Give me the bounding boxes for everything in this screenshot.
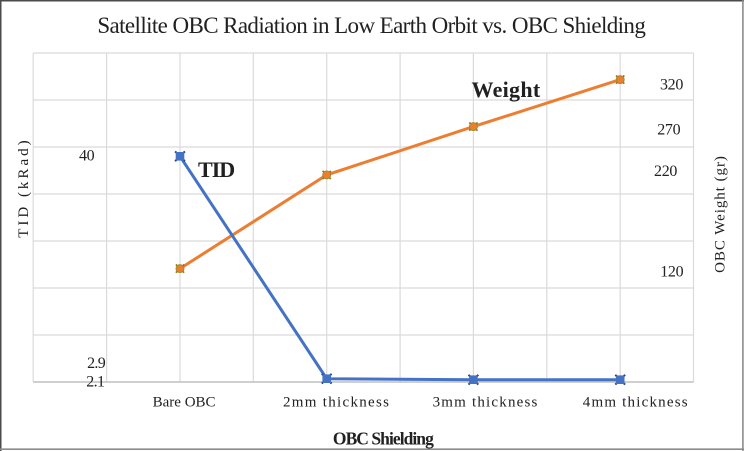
svg-text:40: 40 — [79, 148, 95, 165]
svg-text:120: 120 — [660, 264, 683, 281]
svg-text:OBC Shielding: OBC Shielding — [333, 429, 434, 449]
svg-text:Satellite OBC Radiation in Low: Satellite OBC Radiation in Low Earth Orb… — [97, 13, 646, 38]
svg-text:OBC Weight (gr): OBC Weight (gr) — [713, 155, 729, 273]
svg-text:4mm thickness: 4mm thickness — [583, 394, 689, 410]
svg-text:2.9: 2.9 — [87, 355, 106, 372]
svg-text:3mm thickness: 3mm thickness — [433, 394, 539, 410]
svg-text:220: 220 — [654, 163, 677, 180]
svg-text:320: 320 — [660, 77, 683, 94]
svg-text:TID: TID — [198, 157, 234, 182]
svg-text:Weight: Weight — [471, 77, 540, 102]
svg-text:2mm thickness: 2mm thickness — [283, 394, 390, 410]
svg-text:2.1: 2.1 — [86, 374, 105, 391]
svg-text:Bare OBC: Bare OBC — [153, 394, 216, 410]
svg-text:TID (kRad): TID (kRad) — [16, 137, 32, 237]
svg-text:270: 270 — [657, 122, 680, 139]
